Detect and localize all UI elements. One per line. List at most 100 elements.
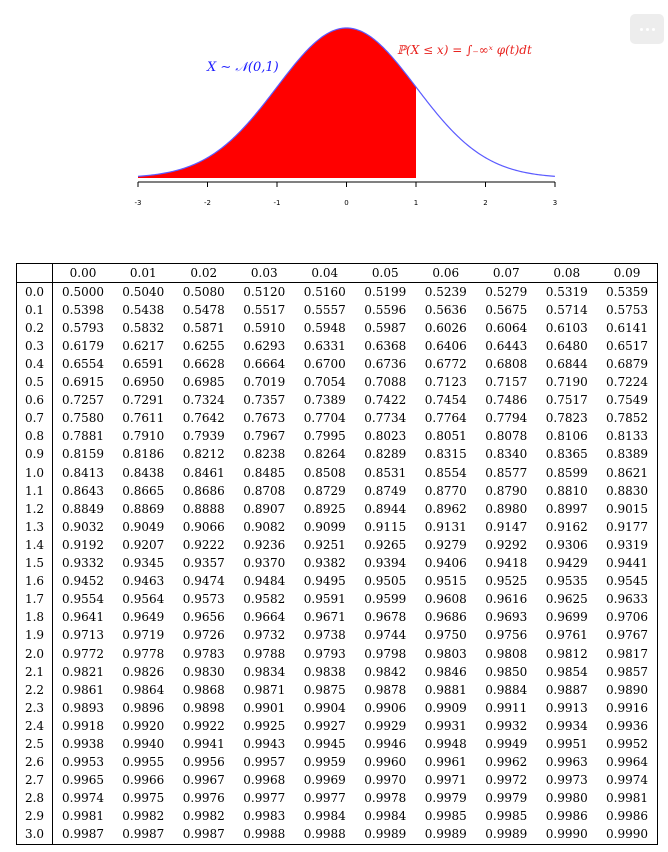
z-value-cell: 0.9 [16,445,53,465]
column-header: 0.06 [415,263,476,284]
probability-cell: 0.9452 [62,574,104,589]
z-value-cell: 0.8 [16,427,53,446]
table-body: 0.0 0.5000 0.5040 0.5080 0.5120 0.5160 0.5199 0… [16,282,658,845]
probability-cell: 0.9964 [606,755,648,770]
probability-cell: 0.9345 [122,556,165,571]
probability-cell: 0.9177 [606,519,648,534]
probability-cell: 0.6844 [545,357,588,372]
probability-cell: 0.9984 [303,809,346,824]
probability-cell: 0.9812 [545,646,588,661]
probability-cell: 0.8790 [485,483,528,498]
probability-cell: 0.9901 [243,700,286,715]
probability-cell: 0.8643 [62,483,104,498]
probability-cell: 0.9641 [62,610,104,625]
table-row: 0.6 0.7257 0.7291 0.7324 0.7357 0.7389 0.7422 0… [16,391,658,410]
probability-cell: 0.9940 [122,736,165,751]
probability-cell: 0.9949 [485,736,528,751]
z-value-cell: 2.4 [16,717,53,736]
probability-cell: 0.5000 [62,284,104,299]
probability-cell: 0.9738 [303,628,346,643]
probability-cell: 0.7939 [182,429,225,444]
probability-cell: 0.9778 [122,646,165,661]
probability-cell: 0.9929 [364,718,407,733]
table-row: 0.3 0.6179 0.6217 0.6255 0.6293 0.6331 0.6368 0… [16,337,658,356]
table-row: 0.8 0.7881 0.7910 0.7939 0.7967 0.7995 0.8023 0… [16,427,658,446]
probability-cell: 0.8997 [545,501,588,516]
column-header: 0.04 [294,263,355,284]
probability-cell: 0.7389 [303,393,346,408]
z-value-cell: 1.4 [16,536,53,555]
probability-cell: 0.9854 [545,664,588,679]
probability-cell: 0.6368 [364,338,407,353]
probability-cell: 0.7224 [606,375,648,390]
probability-cell: 0.5753 [606,302,648,317]
probability-cell: 0.7054 [303,375,346,390]
probability-cell: 0.9678 [364,610,407,625]
probability-cell: 0.9599 [364,592,407,607]
table-row: 2.1 0.9821 0.9826 0.9830 0.9834 0.9838 0.9842 0… [16,663,658,682]
probability-cell: 0.9951 [545,736,588,751]
table-row: 0.9 0.8159 0.8186 0.8212 0.8238 0.8264 0.8289 0… [16,445,658,465]
probability-cell: 0.9941 [182,736,225,751]
probability-cell: 0.8485 [243,465,286,480]
probability-cell: 0.9884 [485,682,528,697]
probability-cell: 0.9931 [424,718,467,733]
probability-cell: 0.9525 [485,574,528,589]
probability-cell: 0.9515 [424,574,467,589]
table-row: 2.9 0.9981 0.9982 0.9982 0.9983 0.9984 0.9984 0… [16,807,658,826]
probability-cell: 0.9756 [485,628,528,643]
probability-cell: 0.9932 [485,718,528,733]
probability-cell: 0.5040 [122,284,165,299]
probability-cell: 0.9834 [243,664,286,679]
probability-cell: 0.7157 [485,375,528,390]
probability-cell: 0.9967 [182,773,225,788]
probability-cell: 0.5279 [485,284,528,299]
probability-cell: 0.8133 [606,429,648,444]
probability-cell: 0.9890 [606,682,648,697]
probability-cell: 0.9893 [62,700,104,715]
table-row: 2.4 0.9918 0.9920 0.9922 0.9925 0.9927 0.9929 0… [16,717,658,736]
probability-cell: 0.9904 [303,700,346,715]
probability-cell: 0.9966 [122,773,165,788]
more-options-button[interactable] [630,14,664,44]
probability-cell: 0.9608 [424,592,467,607]
probability-cell: 0.9686 [424,610,467,625]
z-value-cell: 2.7 [16,771,53,790]
probability-cell: 0.9633 [606,592,648,607]
probability-cell: 0.8078 [485,429,528,444]
probability-cell: 0.9868 [182,682,225,697]
probability-cell: 0.5478 [182,302,225,317]
z-value-cell: 0.6 [16,391,53,410]
z-value-cell: 0.4 [16,355,53,374]
table-row: 1.5 0.9332 0.9345 0.9357 0.9370 0.9382 0.9394 0… [16,554,658,573]
probability-cell: 0.9875 [303,682,346,697]
z-value-cell: 0.3 [16,337,53,356]
probability-cell: 0.9394 [364,556,407,571]
distribution-label: X ∼ 𝒩(0,1) [206,60,279,75]
table-row: 1.0 0.8413 0.8438 0.8461 0.8485 0.8508 0.8531 0… [16,464,658,483]
probability-cell: 0.9984 [364,809,407,824]
probability-cell: 0.6985 [182,375,225,390]
probability-cell: 0.9985 [485,809,528,824]
probability-cell: 0.9974 [606,773,648,788]
z-value-cell: 0.2 [16,319,53,338]
tick-label: 3 [553,199,557,207]
probability-cell: 0.9292 [485,537,528,552]
probability-cell: 0.9783 [182,646,225,661]
probability-cell: 0.9830 [182,664,225,679]
probability-cell: 0.9251 [303,537,346,552]
probability-cell: 0.9969 [303,773,346,788]
probability-cell: 0.9925 [243,718,286,733]
tick-label: -3 [135,199,142,207]
table-row: 0.4 0.6554 0.6591 0.6628 0.6664 0.6700 0.6736 0… [16,355,658,374]
more-horizontal-icon [639,27,643,31]
probability-cell: 0.5557 [303,302,346,317]
more-horizontal-icon-dot [651,27,655,31]
probability-cell: 0.7291 [122,393,165,408]
probability-cell: 0.9887 [545,682,588,697]
probability-cell: 0.9192 [62,537,104,552]
probability-cell: 0.5398 [62,302,104,317]
column-header: 0.01 [113,263,174,284]
probability-cell: 0.8599 [545,465,588,480]
probability-cell: 0.9474 [182,574,225,589]
